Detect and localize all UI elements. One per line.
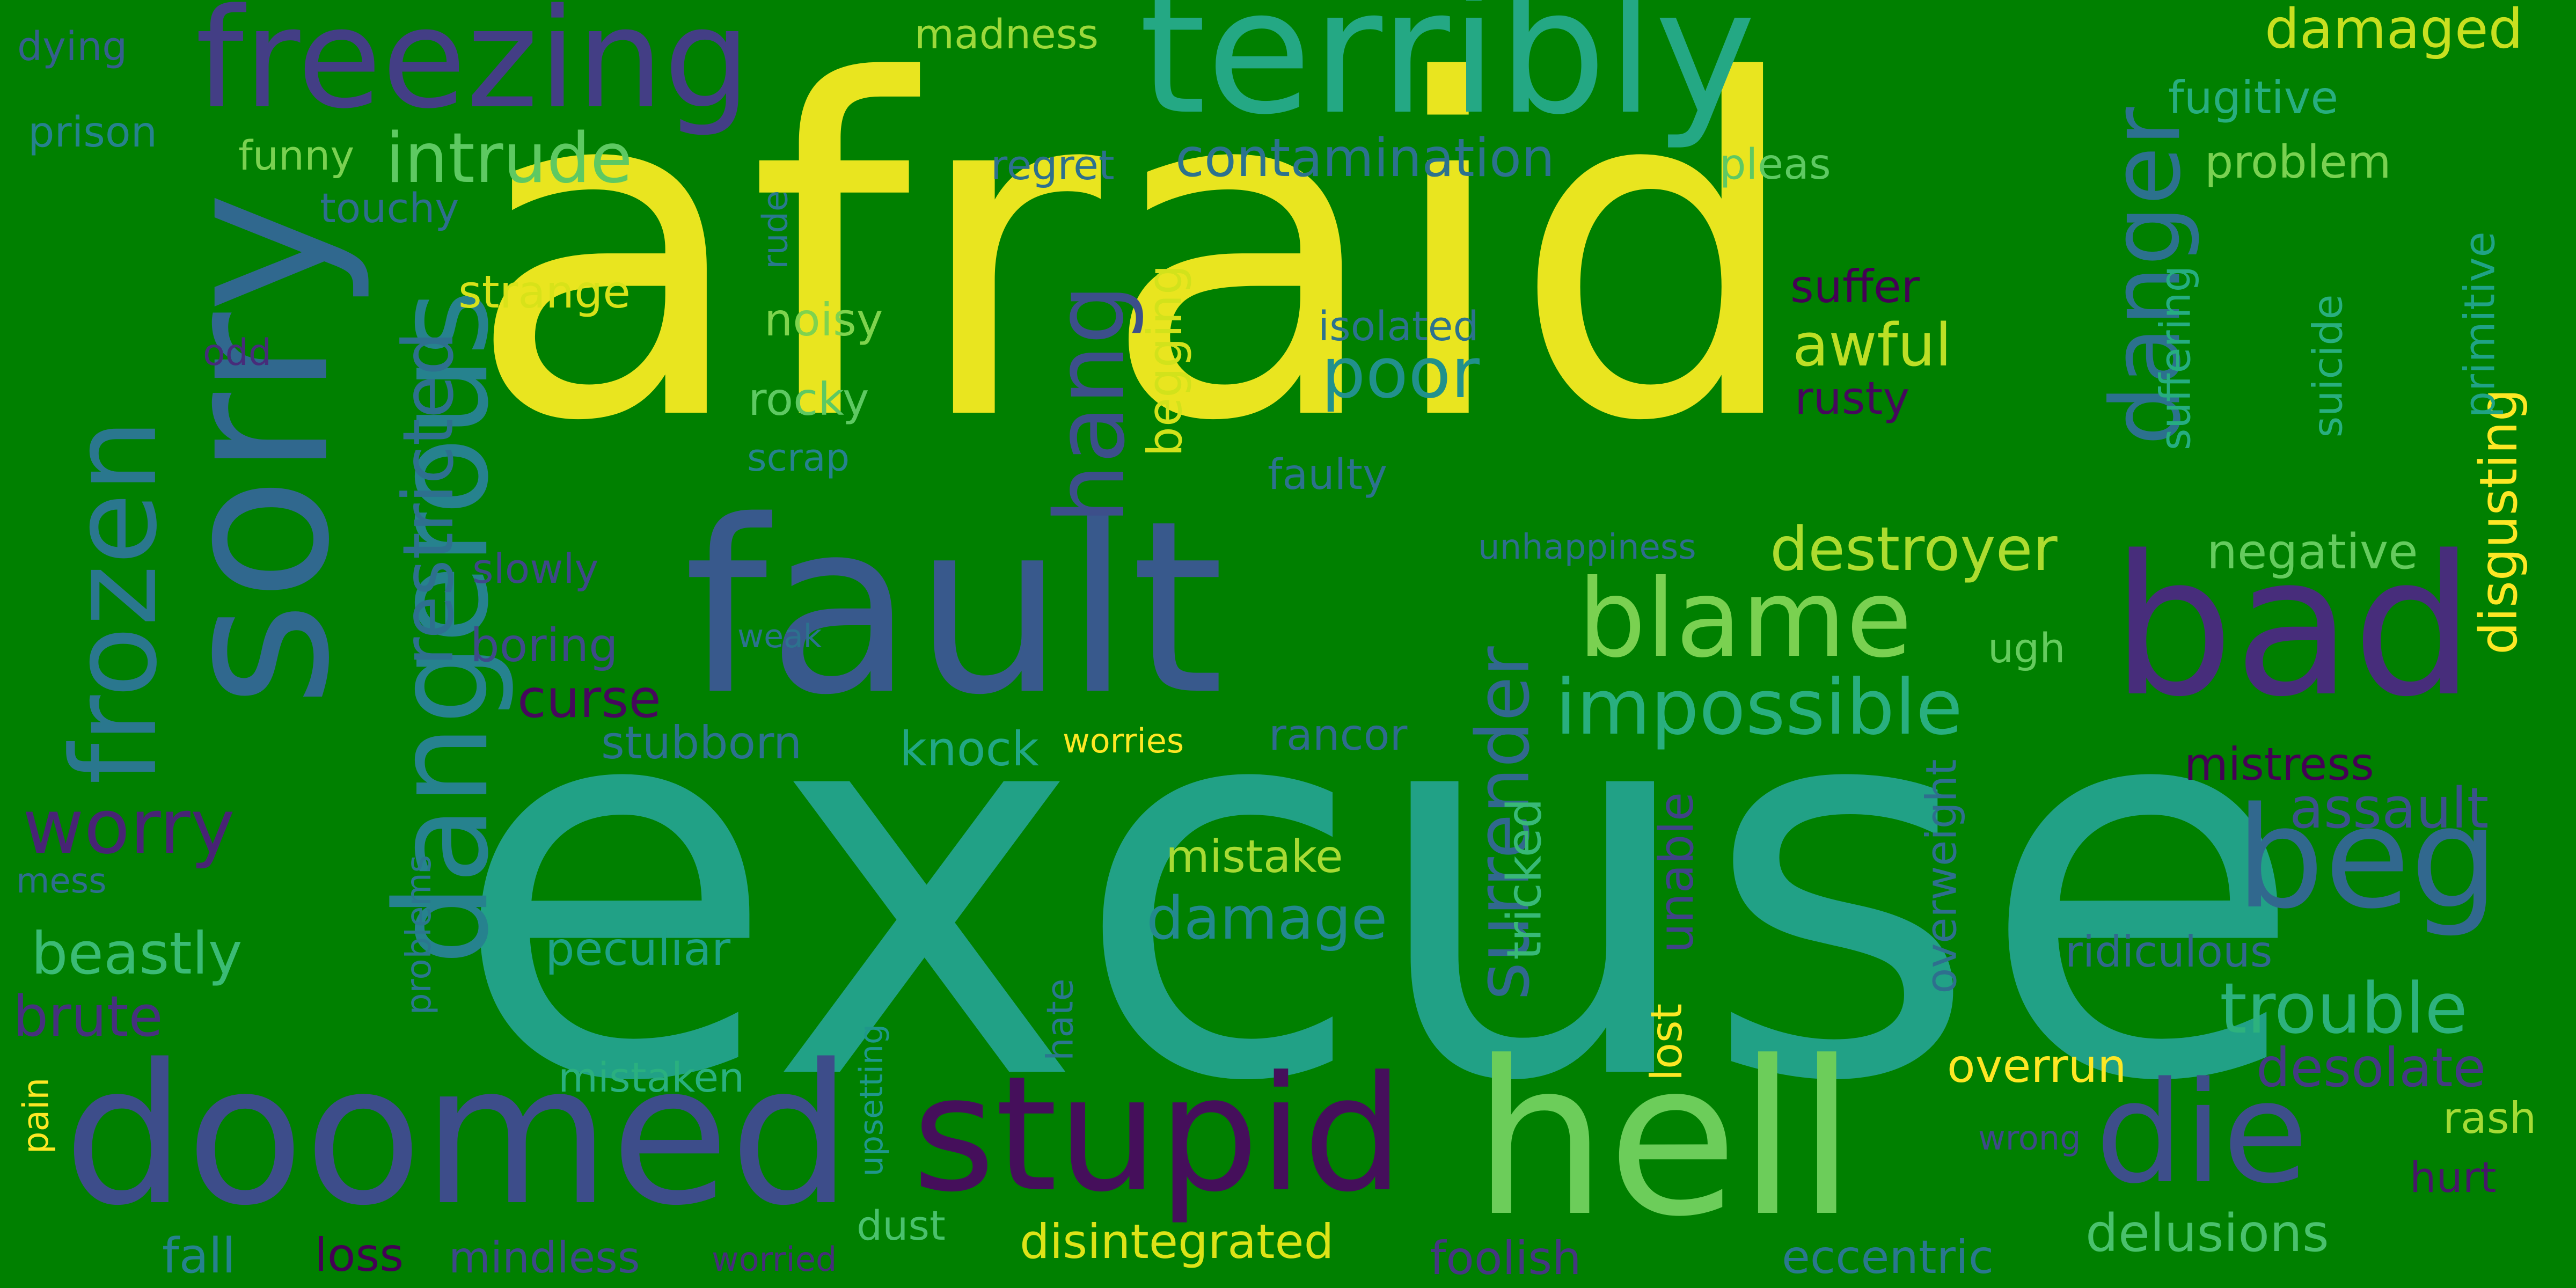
word: pleas — [1719, 141, 1831, 189]
word: suicide — [2303, 294, 2352, 438]
word: upsetting — [853, 1023, 891, 1177]
word: overweight — [1918, 759, 1966, 994]
word: awful — [1792, 311, 1952, 379]
word: hang — [1034, 284, 1146, 524]
word: ridiculous — [2065, 927, 2273, 977]
word: die — [2095, 1052, 2309, 1214]
word: knock — [899, 721, 1039, 777]
word: tricked — [1496, 798, 1552, 960]
word: disgusting — [2468, 389, 2529, 655]
word: rude — [756, 190, 796, 269]
word: stubborn — [601, 716, 802, 769]
word: beg — [2236, 778, 2499, 940]
word: hell — [1473, 1016, 1856, 1263]
word: suffering — [2151, 265, 2200, 451]
word: contamination — [1175, 128, 1555, 189]
word: eccentric — [1782, 1231, 1994, 1284]
word: madness — [914, 10, 1099, 58]
word: freezing — [195, 0, 751, 139]
word: primitive — [2456, 231, 2505, 418]
word: blame — [1578, 557, 1912, 682]
word: lost — [1642, 1003, 1692, 1081]
word: worries — [1063, 721, 1184, 760]
word: afraid — [466, 0, 1805, 522]
word: disintegrated — [1020, 1214, 1334, 1269]
word: regret — [991, 141, 1115, 189]
word: negative — [2207, 524, 2418, 580]
word: rancor — [1269, 710, 1408, 760]
word: suffer — [1790, 260, 1920, 313]
word: fall — [162, 1228, 236, 1284]
word: dust — [857, 1202, 946, 1249]
word: desolate — [2256, 1036, 2486, 1099]
word: prison — [28, 108, 158, 157]
word: destroyer — [1770, 515, 2058, 584]
word: mess — [16, 861, 107, 901]
word: foolish — [1430, 1232, 1582, 1285]
word: intrude — [385, 119, 633, 199]
word: wrong — [1978, 1118, 2081, 1158]
word: problem — [2205, 136, 2391, 188]
word: unable — [1648, 792, 1704, 953]
word: rusty — [1795, 372, 1910, 425]
word: delusions — [2085, 1203, 2329, 1263]
word: scrap — [747, 436, 850, 480]
word: damage — [1146, 884, 1388, 953]
word: weak — [737, 618, 822, 655]
word: loss — [314, 1228, 404, 1282]
word: isolated — [1318, 302, 1479, 350]
word: curse — [517, 669, 661, 730]
word: hurt — [2410, 1154, 2497, 1202]
word: begging — [1137, 265, 1192, 457]
word: doomed — [63, 1023, 852, 1248]
word: slowly — [472, 545, 599, 592]
word: ugh — [1988, 624, 2066, 672]
word: worry — [23, 784, 235, 871]
word: noisy — [764, 294, 883, 346]
word: assault — [2289, 775, 2489, 841]
word: damaged — [2265, 0, 2523, 61]
word: unhappiness — [1478, 528, 1696, 567]
word: mistaken — [558, 1053, 745, 1101]
word: brute — [13, 984, 163, 1049]
word: dying — [17, 24, 128, 70]
word: faulty — [1268, 451, 1388, 499]
word: stupid — [912, 1042, 1404, 1227]
word: poor — [1321, 332, 1480, 414]
word: restricted — [387, 331, 469, 666]
word: rash — [2443, 1093, 2537, 1143]
word: problems — [399, 854, 440, 1015]
word: sorry — [136, 192, 375, 708]
word: impossible — [1555, 663, 1963, 752]
word: hate — [1039, 978, 1082, 1061]
word: odd — [203, 332, 272, 374]
word: beastly — [31, 920, 243, 987]
word: fugitive — [2168, 71, 2339, 124]
word: frozen — [47, 419, 183, 785]
word: rocky — [748, 373, 869, 426]
word: funny — [238, 131, 355, 179]
word: fault — [684, 470, 1225, 747]
word: bad — [2111, 514, 2475, 739]
word: touchy — [320, 184, 459, 232]
word: overrun — [1947, 1040, 2127, 1093]
word: mistake — [1166, 830, 1343, 883]
word: boring — [470, 619, 618, 672]
word: mistress — [2184, 738, 2374, 791]
word: worried — [712, 1240, 837, 1279]
word: peculiar — [545, 923, 731, 976]
word: trouble — [2220, 968, 2468, 1049]
word: terribly — [1139, 0, 1757, 152]
word: pain — [15, 1077, 57, 1154]
word: mindless — [449, 1233, 640, 1283]
word: excuse — [451, 579, 2306, 1197]
word: strange — [458, 266, 631, 318]
